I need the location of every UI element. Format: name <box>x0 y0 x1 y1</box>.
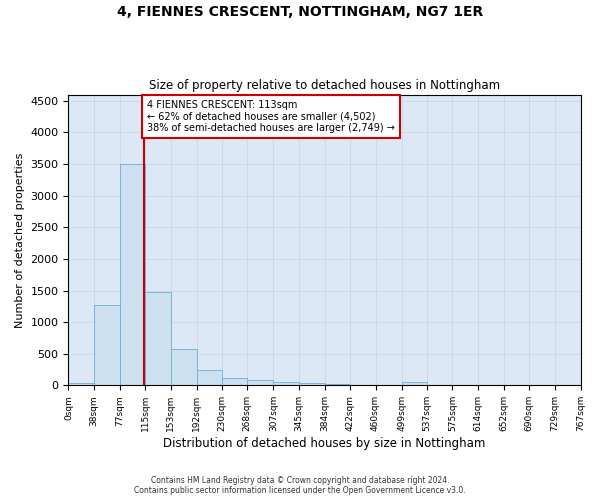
Text: Contains HM Land Registry data © Crown copyright and database right 2024.
Contai: Contains HM Land Registry data © Crown c… <box>134 476 466 495</box>
Bar <box>350 384 376 386</box>
Bar <box>68 383 94 386</box>
Text: 4, FIENNES CRESCENT, NOTTINGHAM, NG7 1ER: 4, FIENNES CRESCENT, NOTTINGHAM, NG7 1ER <box>117 5 483 19</box>
Text: 4 FIENNES CRESCENT: 113sqm
← 62% of detached houses are smaller (4,502)
38% of s: 4 FIENNES CRESCENT: 113sqm ← 62% of deta… <box>147 100 395 134</box>
Bar <box>325 384 350 386</box>
Bar <box>299 384 325 386</box>
Bar <box>247 380 274 386</box>
Title: Size of property relative to detached houses in Nottingham: Size of property relative to detached ho… <box>149 79 500 92</box>
Bar <box>170 348 197 386</box>
Bar <box>94 305 120 386</box>
Bar <box>274 382 299 386</box>
Bar <box>401 382 427 386</box>
Bar <box>197 370 222 386</box>
Bar <box>120 164 145 386</box>
Bar <box>222 378 247 386</box>
X-axis label: Distribution of detached houses by size in Nottingham: Distribution of detached houses by size … <box>163 437 485 450</box>
Y-axis label: Number of detached properties: Number of detached properties <box>15 152 25 328</box>
Bar <box>145 292 170 386</box>
